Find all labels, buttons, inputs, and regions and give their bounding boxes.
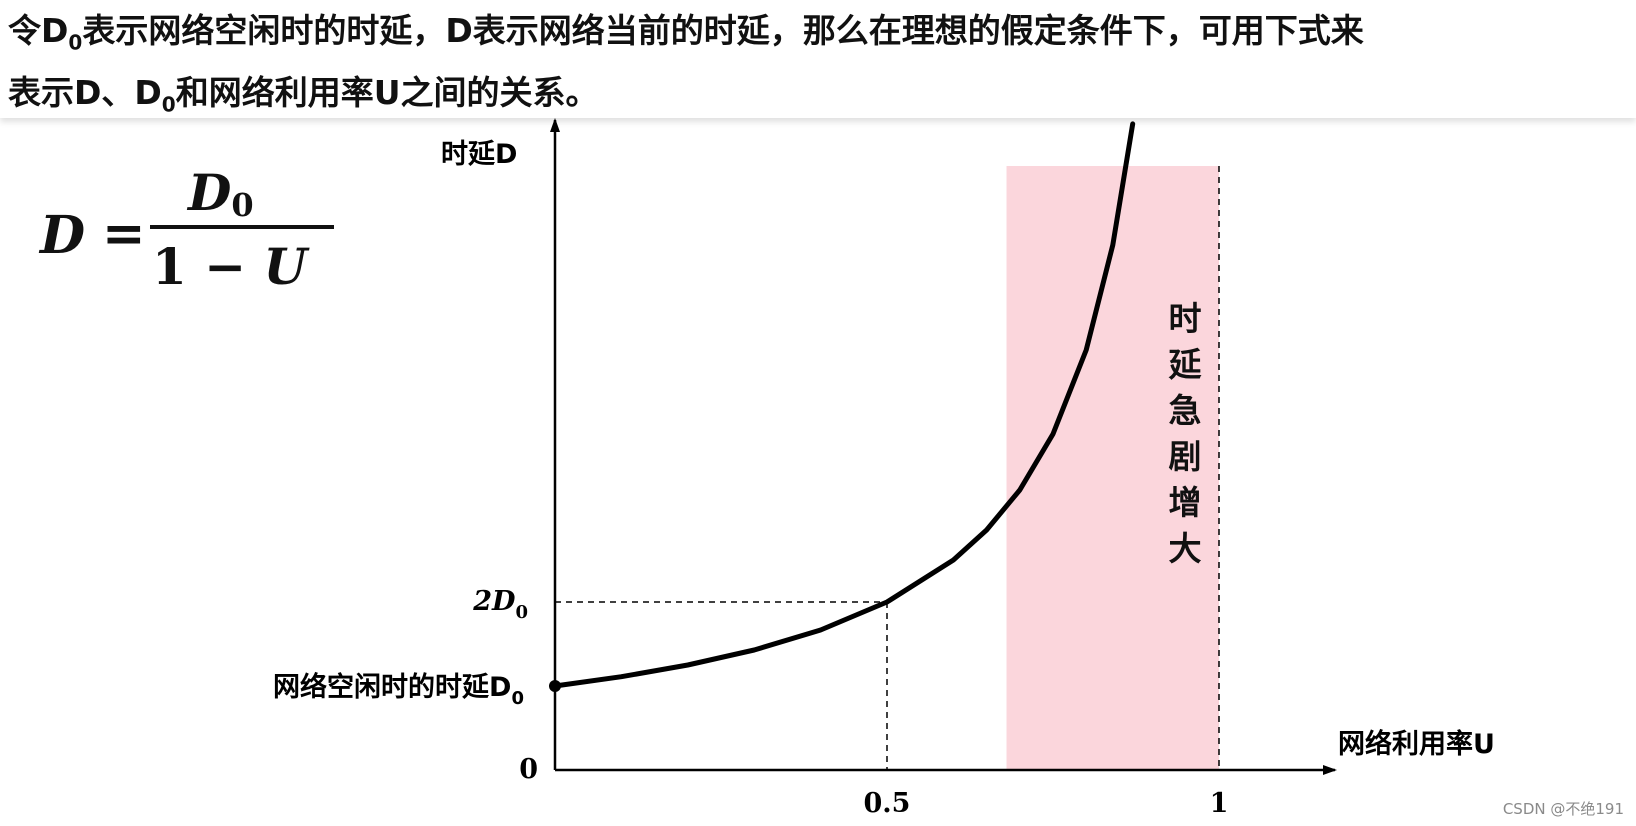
formula-lhs: D	[40, 205, 86, 266]
rapid-increase-region	[1006, 166, 1219, 770]
region-annotation-char: 时	[1169, 299, 1202, 338]
header-banner: 令D0表示网络空闲时的时延，D表示网络当前的时延，那么在理想的假定条件下，可用下…	[0, 0, 1636, 118]
fraction-bar	[150, 225, 334, 229]
region-annotation-char: 大	[1169, 529, 1202, 568]
formula-equals: =	[102, 203, 146, 264]
y-tick-d0-label: 网络空闲时的时延D0	[273, 671, 524, 709]
region-annotation-char: 延	[1169, 345, 1203, 384]
watermark: CSDN @不绝191	[1502, 800, 1624, 818]
formula-numerator: D0	[188, 163, 254, 224]
curve-start-point	[549, 680, 561, 692]
x-tick-half: 0.5	[864, 788, 911, 819]
intro-text: 令D0表示网络空闲时的时延，D表示网络当前的时延，那么在理想的假定条件下，可用下…	[8, 11, 1364, 117]
region-annotation-char: 急	[1169, 391, 1202, 430]
region-annotation-char: 剧	[1169, 437, 1202, 476]
delay-curve	[552, 121, 1136, 689]
x-axis-label: 网络利用率U	[1338, 728, 1495, 760]
x-tick-one: 1	[1210, 788, 1229, 819]
y-axis-label: 时延D	[441, 139, 517, 170]
region-annotation-char: 增	[1169, 483, 1202, 522]
formula-denominator: 1 − U	[152, 237, 308, 296]
y-tick-2d0: 2D0	[472, 586, 528, 623]
y-tick-origin: 0	[519, 754, 538, 785]
